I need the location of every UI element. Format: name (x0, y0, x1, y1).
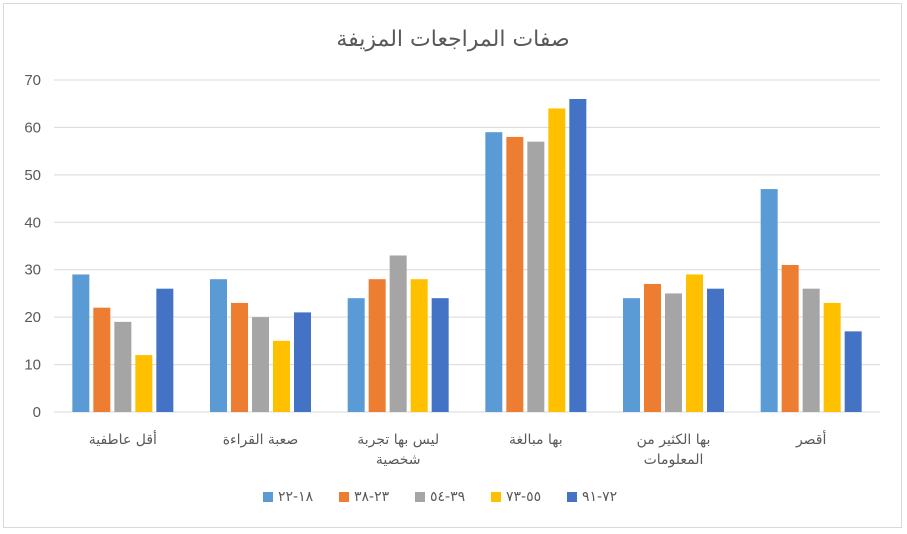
bar (823, 302, 841, 412)
legend-label: ١٨-٢٢ (278, 489, 314, 505)
bar (665, 293, 682, 412)
category-label: صعبة القراءة (223, 432, 299, 448)
bar (410, 279, 428, 412)
bar (93, 307, 111, 412)
gridlines (54, 79, 880, 413)
y-tick-label: 30 (24, 262, 41, 279)
bar (686, 274, 703, 412)
y-tick-label: 60 (24, 119, 41, 136)
bar (252, 317, 269, 412)
category-label: أقصر (795, 430, 827, 448)
category-label-line: شخصية (376, 452, 421, 468)
y-tick-label: 50 (24, 167, 41, 184)
y-tick-label: 20 (24, 309, 41, 326)
category-label-line: أقصر (795, 430, 827, 448)
category-label-line: بها الكثير من (637, 432, 711, 448)
bar (156, 288, 174, 412)
axes: 0 10 20 30 40 50 60 70 أقل عاطفية صعبة القراءة ليس… (24, 72, 826, 468)
category-label: ليس بها تجربة شخصية (357, 432, 439, 468)
y-tick-label: 40 (24, 214, 41, 231)
bar (389, 255, 407, 412)
category-label: بها مبالغة (509, 432, 563, 448)
bars (72, 98, 862, 412)
legend-label: ٥٥-٧٣ (506, 489, 541, 505)
bar (644, 283, 661, 412)
category-label-line: ليس بها تجربة (357, 432, 439, 448)
bar (802, 288, 820, 412)
chart-title: صفات المراجعات المزيفة (336, 27, 569, 52)
chart-svg: صفات المراجعات المزيفة 0 10 20 30 40 50 60 70 أق… (24, 27, 880, 505)
bar (506, 136, 524, 412)
bar (273, 340, 290, 412)
bar (781, 264, 799, 412)
bar (431, 298, 449, 412)
category-label-line: المعلومات (644, 452, 704, 468)
legend-swatch (263, 492, 273, 502)
legend-label: ٣٩-٥٤ (430, 489, 465, 505)
category-label-line: أقل عاطفية (89, 430, 157, 448)
bar (844, 331, 862, 412)
legend: ١٨-٢٢ ٢٣-٣٨ ٣٩-٥٤ ٥٥-٧٣ ٧٢-٩١ (263, 489, 617, 505)
bar (210, 279, 227, 412)
bar (135, 355, 153, 412)
bar (294, 312, 311, 412)
bar (527, 141, 545, 412)
y-tick-label: 10 (24, 357, 41, 374)
category-label-line: بها مبالغة (509, 432, 563, 448)
bar (485, 132, 503, 412)
legend-swatch (567, 492, 577, 502)
y-tick-label: 0 (33, 404, 41, 421)
bar (623, 298, 640, 412)
chart-area: صفات المراجعات المزيفة 0 10 20 30 40 50 60 70 أق… (3, 3, 902, 528)
legend-label: ٢٣-٣٨ (354, 489, 390, 505)
bar (707, 288, 724, 412)
bar (231, 302, 248, 412)
bar (72, 274, 90, 412)
bar (760, 189, 778, 412)
y-tick-label: 70 (24, 72, 41, 89)
category-label-line: صعبة القراءة (223, 432, 299, 448)
bar (548, 108, 566, 412)
category-label: أقل عاطفية (89, 430, 157, 448)
bar (368, 279, 386, 412)
legend-label: ٧٢-٩١ (582, 489, 617, 505)
category-label: بها الكثير من المعلومات (637, 432, 711, 468)
legend-swatch (339, 492, 349, 502)
legend-swatch (415, 492, 425, 502)
bar (569, 98, 587, 412)
bar (114, 321, 132, 412)
legend-swatch (491, 492, 501, 502)
bar (347, 298, 365, 412)
